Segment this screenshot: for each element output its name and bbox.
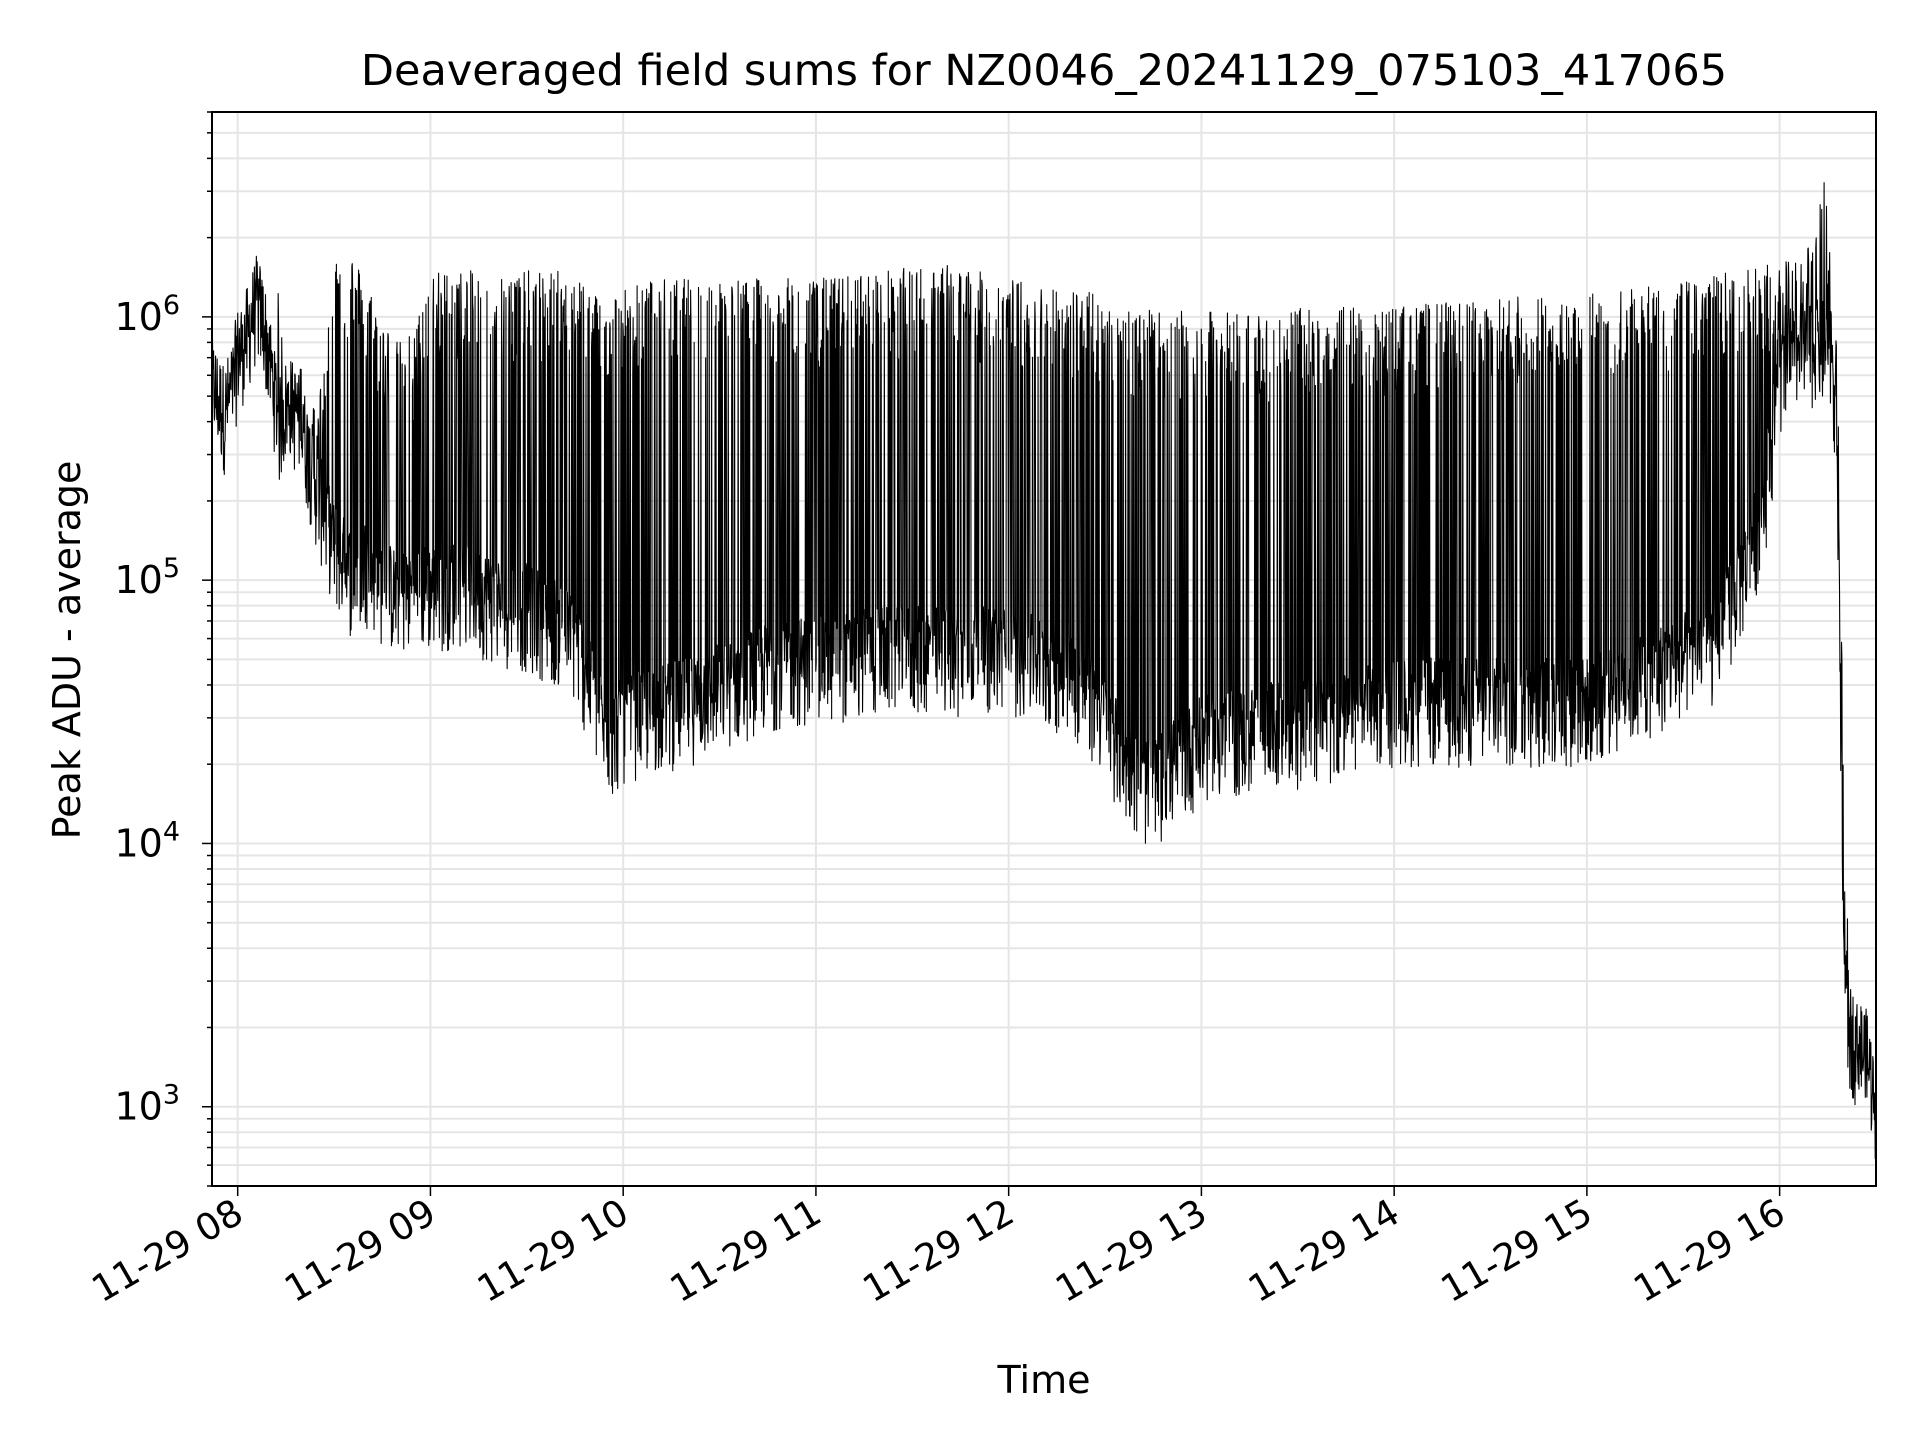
series-line: [211, 182, 1877, 1160]
series-group: [211, 182, 1877, 1160]
y-tick-label: 104: [114, 816, 180, 865]
y-axis-label: Peak ADU - average: [45, 461, 89, 840]
y-tick-label: 105: [114, 553, 180, 602]
y-tick-label: 106: [114, 290, 180, 339]
plot-frame: [211, 111, 1877, 1187]
y-tick-label: 103: [114, 1080, 180, 1129]
chart-title: Deaveraged field sums for NZ0046_2024112…: [361, 46, 1727, 96]
x-axis-label: Time: [997, 1358, 1091, 1402]
